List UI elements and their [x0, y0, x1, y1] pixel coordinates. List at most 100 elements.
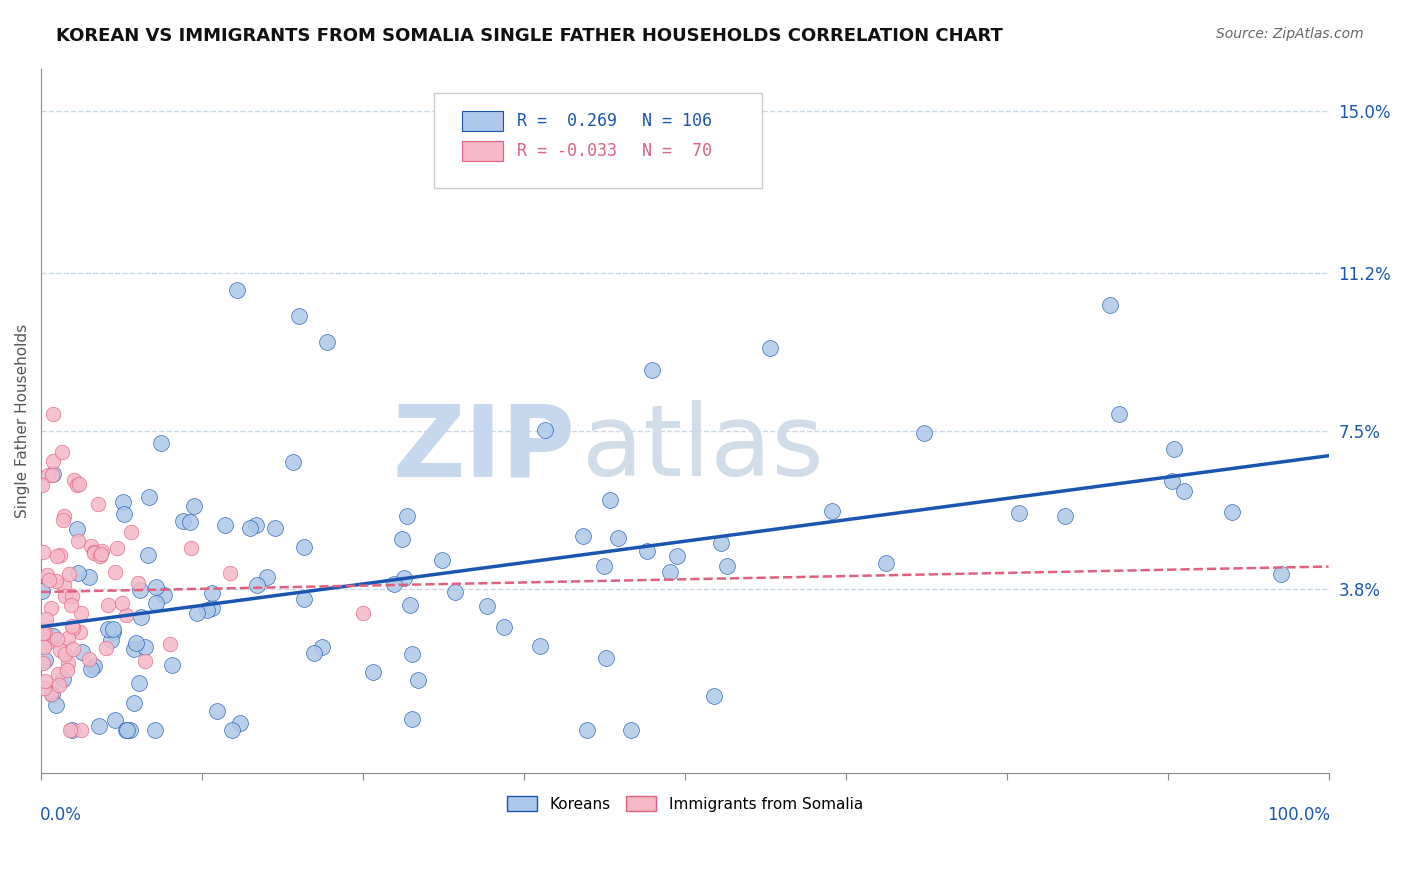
Point [226, 284, 249, 298]
Point [56, 631, 79, 645]
Point [228, 716, 250, 731]
Point [35, 612, 58, 626]
Point [104, 565, 127, 579]
Point [34, 673, 56, 688]
Point [145, 596, 167, 610]
Point [115, 723, 138, 737]
Point [1108, 407, 1130, 421]
Point [37, 467, 59, 482]
Point [593, 559, 616, 574]
Point [31, 478, 53, 492]
Point [576, 723, 599, 737]
Point [111, 596, 134, 610]
Point [51, 445, 73, 459]
Point [430, 553, 453, 567]
Point [62, 622, 84, 636]
Point [120, 524, 142, 539]
Point [67, 477, 90, 491]
Point [97, 622, 120, 636]
Point [205, 704, 228, 718]
Point [41, 468, 63, 483]
Point [214, 517, 236, 532]
Point [246, 578, 269, 592]
Point [264, 521, 287, 535]
Point [179, 541, 201, 555]
Point [128, 582, 150, 597]
Point [101, 622, 124, 636]
Point [35, 567, 58, 582]
Point [392, 570, 415, 584]
Text: R = -0.033: R = -0.033 [517, 142, 617, 160]
Point [396, 509, 419, 524]
Point [145, 581, 167, 595]
Point [115, 723, 138, 737]
Point [86, 497, 108, 511]
Point [821, 504, 844, 518]
Point [159, 637, 181, 651]
Point [58, 566, 80, 581]
Point [125, 636, 148, 650]
Point [96, 641, 118, 656]
Point [45, 549, 67, 563]
Point [406, 673, 429, 688]
Point [529, 639, 551, 653]
Point [66, 477, 89, 491]
Point [620, 723, 643, 737]
Point [112, 507, 135, 521]
Point [83, 546, 105, 560]
Point [32, 681, 55, 696]
Point [239, 521, 262, 535]
Point [49, 549, 72, 563]
Point [60, 619, 83, 633]
Point [716, 559, 738, 574]
Point [41, 467, 63, 481]
Point [201, 586, 224, 600]
Point [62, 642, 84, 657]
Point [31, 583, 53, 598]
Point [32, 656, 55, 670]
Point [89, 549, 111, 564]
Point [398, 598, 420, 612]
Point [45, 574, 67, 589]
Point [39, 600, 62, 615]
Point [131, 609, 153, 624]
Point [53, 647, 76, 661]
Point [1222, 505, 1244, 519]
Point [281, 455, 304, 469]
Point [55, 664, 77, 678]
Point [1053, 509, 1076, 524]
Point [83, 545, 105, 559]
Point [1270, 567, 1292, 582]
Point [45, 698, 67, 712]
Point [37, 636, 59, 650]
Point [599, 492, 621, 507]
Point [38, 573, 60, 587]
Text: 0.0%: 0.0% [39, 806, 82, 824]
FancyBboxPatch shape [463, 112, 503, 131]
Point [65, 522, 87, 536]
Point [100, 632, 122, 647]
Point [219, 566, 242, 580]
Point [41, 687, 63, 701]
Point [475, 599, 498, 613]
Point [101, 625, 124, 640]
Point [34, 625, 56, 640]
Point [122, 642, 145, 657]
Point [572, 529, 595, 543]
Text: N = 106: N = 106 [643, 112, 713, 130]
Point [288, 309, 311, 323]
Text: N =  70: N = 70 [643, 142, 713, 160]
Point [53, 589, 76, 603]
Point [875, 556, 897, 570]
Point [179, 515, 201, 529]
Point [56, 657, 79, 671]
Point [34, 653, 56, 667]
Point [60, 589, 83, 603]
Point [80, 539, 103, 553]
Point [66, 534, 89, 549]
Point [658, 565, 681, 579]
Point [120, 723, 142, 737]
Point [138, 490, 160, 504]
Point [703, 689, 725, 703]
Point [32, 640, 55, 654]
